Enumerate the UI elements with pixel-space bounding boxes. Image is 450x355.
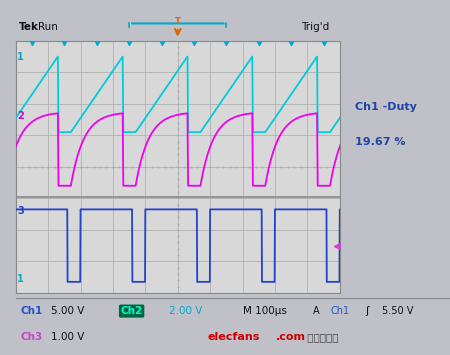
Text: Ch3: Ch3 <box>20 332 42 343</box>
Text: M 100μs: M 100μs <box>243 306 287 316</box>
Text: elecfans: elecfans <box>208 332 260 343</box>
Text: Ch2: Ch2 <box>121 306 143 316</box>
Text: 5.00 V: 5.00 V <box>51 306 84 316</box>
Text: 1: 1 <box>17 274 24 284</box>
Text: 2: 2 <box>17 111 24 121</box>
Text: Tek: Tek <box>19 22 39 32</box>
Text: Ch1 -Duty: Ch1 -Duty <box>355 102 417 111</box>
Text: A: A <box>313 306 319 316</box>
Text: 1: 1 <box>17 51 24 61</box>
Text: 电子发烧友: 电子发烧友 <box>304 332 338 343</box>
Text: .com: .com <box>275 332 306 343</box>
Text: Ch1: Ch1 <box>20 306 42 316</box>
Text: 19.67 %: 19.67 % <box>355 137 405 147</box>
Text: Trig'd: Trig'd <box>301 22 329 32</box>
Text: 5.50 V: 5.50 V <box>382 306 414 316</box>
Text: 1.00 V: 1.00 V <box>51 332 84 343</box>
Text: 2.00 V: 2.00 V <box>168 306 202 316</box>
Text: 3: 3 <box>17 206 24 216</box>
Text: ʃ: ʃ <box>365 306 369 316</box>
Text: Run: Run <box>38 22 58 32</box>
Text: T: T <box>175 17 181 26</box>
Text: Ch1: Ch1 <box>330 306 349 316</box>
